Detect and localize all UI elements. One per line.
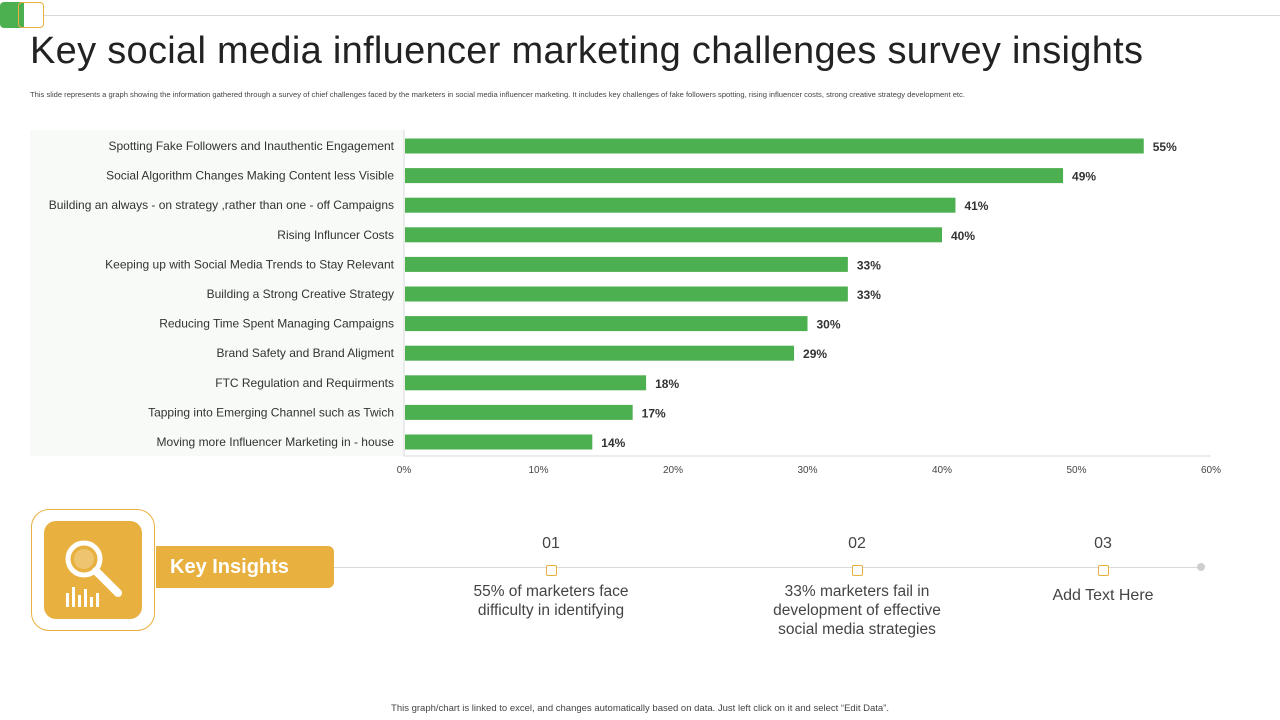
x-tick-label: 60%: [1201, 465, 1221, 476]
timeline-marker: [1098, 565, 1109, 576]
category-label: Spotting Fake Followers and Inauthentic …: [108, 139, 394, 153]
insight-number: 01: [542, 535, 560, 552]
bar: [405, 404, 633, 420]
x-tick-label: 0%: [397, 465, 412, 476]
data-label: 55%: [1153, 140, 1177, 154]
tab-outline-box: [18, 2, 44, 28]
category-label: Building an always - on strategy ,rather…: [49, 198, 394, 212]
category-label-panel: [30, 130, 404, 456]
insight-text: 33% marketers fail in development of eff…: [773, 583, 941, 638]
category-label: Brand Safety and Brand Aligment: [217, 346, 395, 360]
footer-note: This graph/chart is linked to excel, and…: [391, 703, 889, 714]
timeline-marker: [852, 565, 863, 576]
data-label: 14%: [601, 436, 625, 450]
x-tick-label: 40%: [932, 465, 952, 476]
insight-text: 55% of marketers face difficulty in iden…: [473, 583, 629, 619]
insight-text: Add Text Here: [1052, 587, 1154, 604]
insight-step-2: 02 33% marketers fail in development of …: [757, 535, 957, 638]
category-label: Rising Influncer Costs: [277, 228, 394, 242]
bar: [405, 197, 956, 213]
data-label: 29%: [803, 347, 827, 361]
category-label: Social Algorithm Changes Making Content …: [106, 169, 394, 183]
data-label: 49%: [1072, 170, 1096, 184]
insight-number: 02: [848, 535, 866, 552]
insight-step-3: 03 Add Text Here: [1003, 535, 1203, 604]
magnifier-chart-icon: [65, 540, 122, 607]
category-label: Tapping into Emerging Channel such as Tw…: [148, 405, 394, 419]
insights-timeline: [334, 567, 1202, 568]
tab-green-block: [0, 2, 24, 28]
key-insights-label: Key Insights: [156, 546, 334, 588]
category-label: Reducing Time Spent Managing Campaigns: [159, 317, 394, 331]
page-subtitle: This slide represents a graph showing th…: [30, 90, 965, 99]
top-divider: [44, 15, 1280, 16]
x-tick-label: 20%: [663, 465, 683, 476]
category-label: Keeping up with Social Media Trends to S…: [105, 257, 394, 271]
bar: [405, 316, 808, 332]
bar: [405, 434, 593, 450]
insights-icon-tile: [44, 521, 142, 619]
bar: [405, 168, 1064, 184]
category-label: FTC Regulation and Requirments: [215, 376, 394, 390]
timeline-marker: [546, 565, 557, 576]
data-label: 33%: [857, 288, 881, 302]
data-label: 18%: [655, 377, 679, 391]
data-label: 33%: [857, 258, 881, 272]
x-tick-label: 30%: [797, 465, 817, 476]
timeline-end-dot: [1197, 563, 1205, 571]
category-label: Moving more Influencer Marketing in - ho…: [157, 435, 395, 449]
data-label: 41%: [964, 199, 988, 213]
bar: [405, 227, 942, 243]
bar: [405, 375, 647, 391]
bar: [405, 138, 1144, 154]
data-label: 40%: [951, 229, 975, 243]
insight-number: 03: [1094, 535, 1112, 552]
top-tab-decoration: [0, 2, 44, 28]
x-tick-label: 50%: [1066, 465, 1086, 476]
bar: [405, 286, 848, 302]
x-tick-label: 10%: [528, 465, 548, 476]
insight-step-1: 01 55% of marketers face difficulty in i…: [451, 535, 651, 619]
insights-icon-frame: [31, 509, 155, 631]
data-label: 17%: [642, 406, 666, 420]
bar: [405, 256, 848, 272]
data-label: 30%: [817, 318, 841, 332]
bar: [405, 345, 795, 361]
bar-chart[interactable]: Spotting Fake Followers and Inauthentic …: [0, 120, 1280, 480]
page-title: Key social media influencer marketing ch…: [30, 30, 1144, 72]
category-label: Building a Strong Creative Strategy: [207, 287, 394, 301]
